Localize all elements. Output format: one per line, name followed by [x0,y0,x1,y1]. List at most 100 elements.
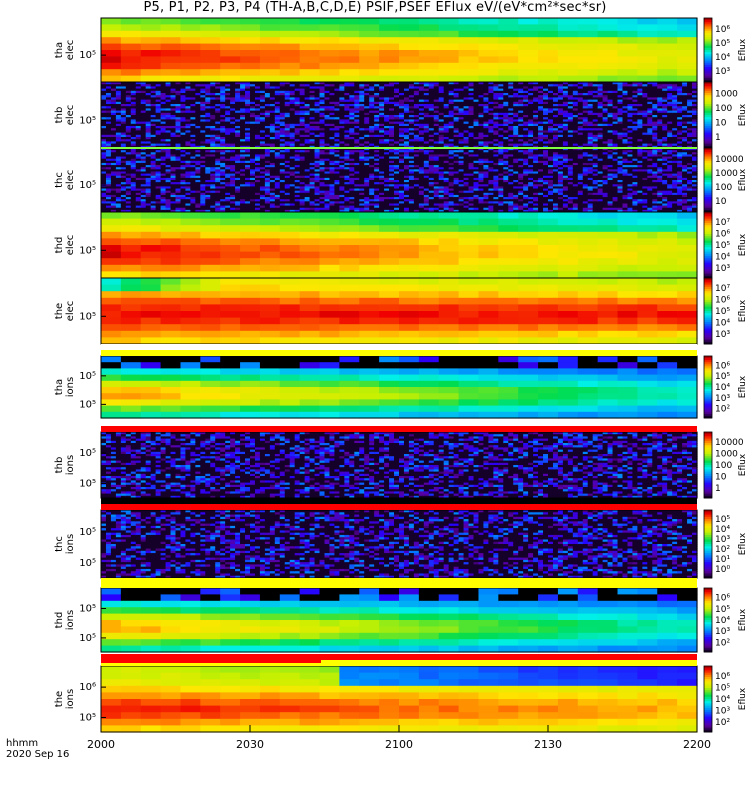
spectrogram-cell [433,132,440,136]
spectrogram-cell [359,43,380,51]
spectrogram-cell [349,128,355,131]
spectrogram-cell [508,84,514,87]
spectrogram-cell [498,86,504,90]
spectrogram-cell [458,117,465,120]
spectrogram-cell [612,106,619,109]
spectrogram-cell [210,205,216,209]
spectrogram-cell [413,134,420,138]
spectrogram-cell [453,132,460,136]
spectrogram-cell [632,137,638,140]
spectrogram-cell [572,104,579,107]
spectrogram-cell [205,173,211,177]
spectrogram-cell [259,154,266,158]
spectrogram-cell [120,194,127,198]
spectrogram-cell [647,143,653,147]
spectrogram-cell [453,110,460,114]
spectrogram-cell [314,82,321,85]
spectrogram-cell [329,117,336,120]
spectrogram-cell [205,194,211,198]
spectrogram-cell [250,104,256,107]
spectrogram-cell [195,182,201,185]
spectrogram-cell [115,97,122,101]
spectrogram-cell [115,162,122,166]
spectrogram-cell [617,128,624,131]
spectrogram-cell [110,143,117,147]
spectrogram-cell [652,117,658,120]
spectrogram-cell [428,88,435,92]
spectrogram-cell [473,143,480,147]
spectrogram-cell [612,93,619,96]
spectrogram-cell [110,104,117,107]
spectrogram-cell [433,123,440,127]
spectrogram-cell [543,143,549,147]
spectrogram-cell [195,121,201,125]
spectrogram-cell [299,112,306,116]
spectrogram-cell [518,69,539,77]
spectrogram-cell [443,141,450,145]
spectrogram-cell [533,119,539,123]
spectrogram-cell [513,88,519,92]
spectrogram-cell [215,203,221,207]
spectrogram-cell [225,137,231,140]
spectrogram-cell [428,84,435,87]
spectrogram-cell [200,95,206,98]
spectrogram-cell [165,160,172,164]
spectrogram-cell [155,143,162,147]
spectrogram-cell [125,175,132,179]
spectrogram-cell [692,104,698,107]
spectrogram-cell [399,117,405,120]
spectrogram-cell [135,86,142,90]
spectrogram-cell [105,209,112,213]
spectrogram-cell [140,50,162,57]
spectrogram-cell [548,95,554,98]
spectrogram-cell [160,43,182,51]
spectrogram-cell [657,37,678,45]
spectrogram-cell [205,205,211,209]
spectrogram-cell [150,192,157,196]
spectrogram-cell [488,126,494,129]
spectrogram-cell [235,139,241,142]
spectrogram-cell [195,110,201,114]
spectrogram-cell [155,154,162,158]
spectrogram-cell [379,62,400,70]
spectrogram-cell [538,106,544,109]
spectrogram-cell [115,108,122,112]
spectrogram-cell [105,186,112,190]
spectrogram-cell [120,62,142,70]
spectrogram-cell [513,95,519,98]
spectrogram-cell [200,115,206,118]
colorbar-segment [704,58,712,62]
spectrogram-cell [185,97,191,101]
spectrogram-cell [240,192,246,196]
spectrogram-cell [324,88,331,92]
spectrogram-cell [403,128,410,131]
spectrogram-cell [468,106,475,109]
spectrogram-cell [468,123,475,127]
spectrogram-cell [284,112,291,116]
spectrogram-cell [200,158,206,162]
spectrogram-cell [220,207,226,211]
spectrogram-cell [478,128,485,131]
spectrogram-cell [478,130,485,134]
spectrogram-cell [607,104,614,107]
spectrogram-cell [314,110,321,114]
spectrogram-cell [408,88,415,92]
spectrogram-cell [453,112,460,116]
spectrogram-cell [627,86,634,90]
spectrogram-cell [399,82,405,85]
spectrogram-cell [101,162,107,166]
spectrogram-cell [210,154,216,158]
spectrogram-cell [225,197,231,200]
spectrogram-cell [677,134,683,138]
spectrogram-cell [364,134,370,138]
spectrogram-cell [140,86,147,90]
spectrogram-cell [220,115,226,118]
spectrogram-cell [364,84,370,87]
spectrogram-cell [101,184,107,187]
spectrogram-cell [264,165,271,168]
spectrogram-cell [195,97,201,101]
spectrogram-cell [190,175,196,179]
spectrogram-cell [120,180,127,183]
spectrogram-cell [284,106,291,109]
spectrogram-cell [438,126,445,129]
